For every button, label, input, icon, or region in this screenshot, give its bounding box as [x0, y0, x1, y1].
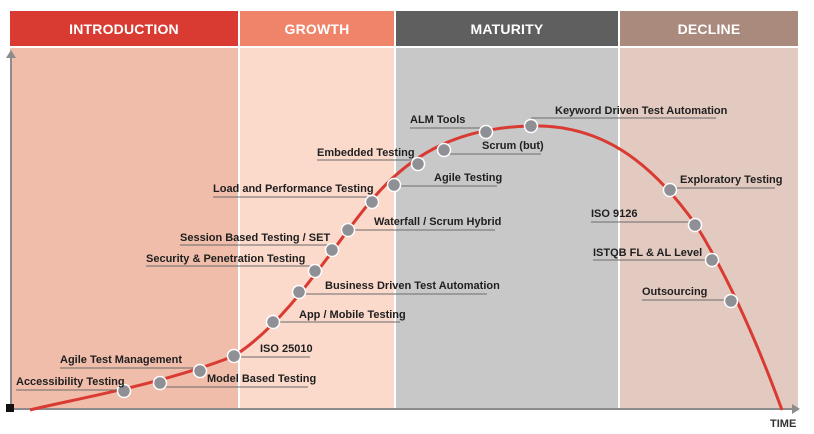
- phase-header-decline: DECLINE: [620, 11, 798, 46]
- label-agile-testing: Agile Testing: [434, 172, 503, 184]
- label-business-driven: Business Driven Test Automation: [325, 280, 500, 292]
- marker-load-performance: [364, 194, 380, 210]
- label-waterfall-scrum: Waterfall / Scrum Hybrid: [374, 216, 502, 228]
- label-accessibility-testing: Accessibility Testing: [16, 376, 125, 388]
- y-axis-arrow: [6, 50, 16, 58]
- axis-origin-marker: [6, 404, 14, 412]
- phase-header-introduction: INTRODUCTION: [10, 11, 238, 46]
- marker-alm-tools: [478, 124, 494, 140]
- marker-iso-25010: [226, 348, 242, 364]
- label-security-penetration: Security & Penetration Testing: [146, 253, 306, 265]
- lifecycle-curve-line: [29, 124, 784, 412]
- marker-keyword-driven: [523, 118, 539, 134]
- marker-security-penetration: [307, 263, 323, 279]
- marker-scrum-but: [436, 142, 452, 158]
- label-iso-9126: ISO 9126: [591, 208, 638, 220]
- label-session-based: Session Based Testing / SET: [180, 232, 331, 244]
- label-istqb: ISTQB FL & AL Level: [593, 247, 703, 259]
- label-keyword-driven: Keyword Driven Test Automation: [555, 105, 728, 117]
- y-axis: [10, 56, 12, 408]
- marker-waterfall-scrum: [340, 222, 356, 238]
- x-axis: [10, 408, 794, 410]
- label-scrum-but: Scrum (but): [482, 140, 544, 152]
- phase-header-growth: GROWTH: [240, 11, 394, 46]
- marker-business-driven: [291, 284, 307, 300]
- marker-session-based: [324, 242, 340, 258]
- marker-embedded-testing: [410, 156, 426, 172]
- x-axis-label: TIME: [770, 418, 797, 430]
- phase-bg-maturity: [396, 48, 618, 409]
- label-exploratory-testing: Exploratory Testing: [680, 174, 783, 186]
- marker-exploratory-testing: [662, 182, 678, 198]
- marker-iso-9126: [687, 217, 703, 233]
- marker-app-mobile-testing: [265, 314, 281, 330]
- x-axis-arrow: [792, 404, 800, 414]
- marker-agile-testing: [386, 177, 402, 193]
- curve-markers: [116, 118, 739, 399]
- label-model-based-testing: Model Based Testing: [207, 373, 317, 385]
- marker-agile-test-management: [192, 363, 208, 379]
- label-load-performance: Load and Performance Testing: [213, 183, 374, 195]
- label-app-mobile-testing: App / Mobile Testing: [299, 309, 406, 321]
- marker-istqb: [704, 252, 720, 268]
- marker-model-based-testing: [152, 375, 168, 391]
- phase-bg-growth: [240, 48, 394, 409]
- phase-bg-introduction: [10, 48, 238, 409]
- marker-outsourcing: [723, 293, 739, 309]
- label-agile-test-management: Agile Test Management: [60, 354, 183, 366]
- label-iso-25010: ISO 25010: [260, 343, 313, 355]
- label-alm-tools: ALM Tools: [410, 114, 466, 126]
- label-embedded-testing: Embedded Testing: [317, 147, 415, 159]
- phase-bg-decline: [620, 48, 798, 409]
- label-outsourcing: Outsourcing: [642, 286, 708, 298]
- marker-accessibility-testing: [116, 383, 132, 399]
- phase-header-maturity: MATURITY: [396, 11, 618, 46]
- connector-lines: [16, 117, 775, 391]
